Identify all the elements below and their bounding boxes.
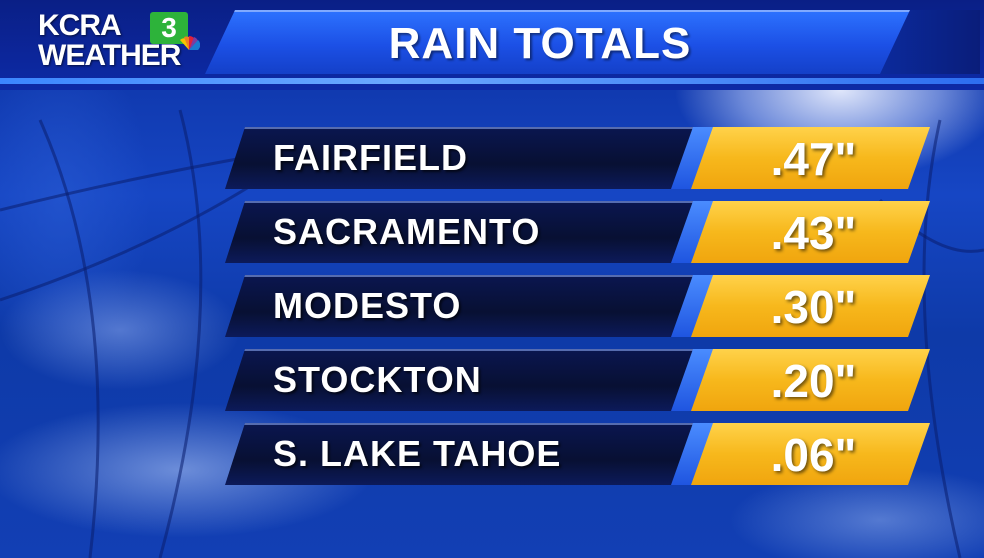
city-label: SACRAMENTO [273, 211, 541, 252]
logo-channel-badge: 3 [150, 12, 188, 44]
city-panel [225, 127, 703, 189]
rain-row-modesto: MODESTO .30" [225, 275, 930, 337]
city-panel [225, 349, 703, 411]
rain-row-fairfield: FAIRFIELD .47" [225, 127, 930, 189]
rain-amount: .47" [770, 133, 857, 185]
city-label: FAIRFIELD [273, 137, 468, 178]
peacock-icon [180, 36, 200, 50]
logo-subtitle: WEATHER [38, 39, 181, 72]
rain-row-sacramento: SACRAMENTO .43" [225, 201, 930, 263]
city-panel [225, 201, 703, 263]
rain-amount: .20" [770, 355, 857, 407]
value-panel [691, 201, 930, 263]
value-panel [691, 349, 930, 411]
header-underline [0, 78, 984, 84]
city-label: MODESTO [273, 285, 462, 326]
station-logo: KCRA 3 WEATHER [38, 10, 208, 72]
title-bar [205, 10, 915, 74]
value-panel [691, 127, 930, 189]
page-title: RAIN TOTALS [388, 19, 692, 68]
logo-brand: KCRA [38, 9, 122, 42]
rain-amount: .06" [770, 429, 857, 481]
city-label: S. LAKE TAHOE [273, 433, 562, 474]
value-panel [691, 423, 930, 485]
rain-amount: .43" [770, 207, 857, 259]
value-panel [691, 275, 930, 337]
rain-row-south-lake-tahoe: S. LAKE TAHOE .06" [225, 423, 930, 485]
rain-amount: .30" [770, 281, 857, 333]
city-label: STOCKTON [273, 359, 482, 400]
rain-row-stockton: STOCKTON .20" [225, 349, 930, 411]
city-panel [225, 275, 703, 337]
city-panel [225, 423, 703, 485]
